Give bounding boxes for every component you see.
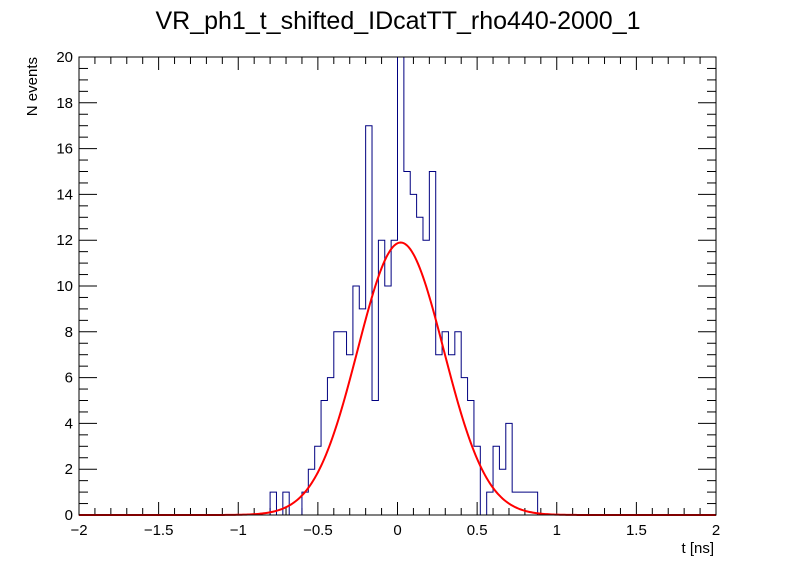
histogram-bin bbox=[493, 446, 499, 515]
histogram-bin bbox=[461, 378, 467, 515]
x-tick-label: 0 bbox=[393, 522, 401, 539]
histogram-bin bbox=[410, 194, 416, 515]
x-tick-label: −1.5 bbox=[144, 522, 174, 539]
x-tick-label: 1.5 bbox=[626, 522, 647, 539]
y-tick-label: 20 bbox=[56, 49, 73, 66]
y-tick-label: 18 bbox=[56, 95, 73, 112]
y-tick-label: 6 bbox=[65, 370, 73, 387]
histogram-bin bbox=[519, 492, 525, 515]
y-tick-label: 12 bbox=[56, 232, 73, 249]
y-tick-label: 2 bbox=[65, 461, 73, 478]
plot-frame bbox=[78, 56, 717, 516]
x-tick-label: −2 bbox=[70, 522, 87, 539]
y-tick-label: 0 bbox=[65, 507, 73, 524]
histogram-bin bbox=[340, 332, 346, 515]
histogram-bin bbox=[366, 126, 372, 515]
histogram-bin bbox=[436, 355, 442, 515]
histogram-bin bbox=[499, 469, 505, 515]
y-axis-label: N events bbox=[24, 57, 41, 116]
histogram-bin bbox=[353, 286, 359, 515]
histogram-bin bbox=[429, 172, 435, 516]
histogram-bin bbox=[455, 332, 461, 515]
histogram-bin bbox=[385, 286, 391, 515]
histogram-bin bbox=[372, 401, 378, 516]
histogram-bin bbox=[315, 446, 321, 515]
y-tick-label: 4 bbox=[65, 415, 73, 432]
histogram-bin bbox=[308, 469, 314, 515]
x-tick-label: 0.5 bbox=[467, 522, 488, 539]
histogram-bin bbox=[487, 492, 493, 515]
histogram-bin bbox=[378, 240, 384, 515]
y-tick-label: 14 bbox=[56, 186, 73, 203]
x-tick-label: 2 bbox=[712, 522, 720, 539]
histogram-bin bbox=[391, 240, 397, 515]
histogram-bin bbox=[283, 492, 289, 515]
chart-title: VR_ph1_t_shifted_IDcatTT_rho440-2000_1 bbox=[155, 7, 640, 35]
y-tick-label: 10 bbox=[56, 278, 73, 295]
x-axis-label: t [ns] bbox=[681, 540, 714, 557]
histogram-bin bbox=[404, 172, 410, 516]
y-tick-label: 16 bbox=[56, 141, 73, 158]
histogram-bin bbox=[468, 401, 474, 516]
histogram-bin bbox=[398, 57, 404, 515]
y-tick-label: 8 bbox=[65, 324, 73, 341]
x-tick-label: −0.5 bbox=[303, 522, 333, 539]
histogram-bin bbox=[512, 492, 518, 515]
x-tick-label: −1 bbox=[230, 522, 247, 539]
x-tick-label: 1 bbox=[553, 522, 561, 539]
